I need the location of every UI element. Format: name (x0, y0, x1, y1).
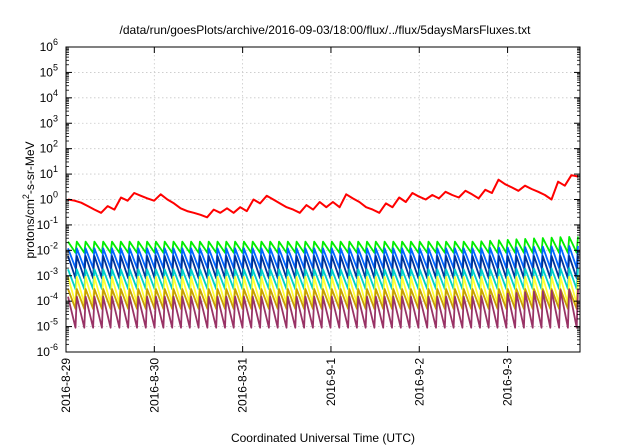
y-tick-label-base: 10 (37, 269, 51, 283)
x-tick-label: 2016-8-30 (147, 358, 161, 413)
x-tick-label: 2016-8-31 (236, 358, 250, 413)
y-tick-label-exp: -2 (50, 240, 58, 250)
y-axis-label-sup: 2 (21, 194, 31, 199)
y-tick-label: 10-5 (37, 317, 58, 334)
series-group (67, 174, 579, 329)
y-tick-label: 10-1 (37, 215, 58, 232)
x-axis-label: Coordinated Universal Time (UTC) (231, 431, 415, 445)
series-line-8 (67, 288, 579, 329)
y-tick-label-exp: 4 (53, 88, 58, 98)
y-tick-label-base: 10 (37, 294, 51, 308)
y-tick-label-base: 10 (40, 91, 54, 105)
chart-title: /data/run/goesPlots/archive/2016-09-03/1… (120, 23, 532, 37)
y-tick-label-base: 10 (40, 167, 54, 181)
y-tick-label-base: 10 (40, 65, 54, 79)
y-tick-label-exp: 3 (53, 113, 58, 123)
y-tick-label: 100 (40, 190, 58, 207)
y-tick-label: 10-6 (37, 342, 58, 359)
x-tick-label: 2016-9-3 (501, 358, 515, 406)
x-tick-labels: 2016-8-29 2016-8-30 2016-8-31 2016-9-1 2016-… (59, 358, 515, 413)
y-tick-label: 105 (40, 62, 58, 79)
y-tick-label-base: 10 (40, 116, 54, 130)
y-tick-label-exp: -3 (50, 266, 58, 276)
y-tick-label: 10-4 (37, 291, 58, 308)
y-axis-label-rest: -s-sr-MeV (23, 141, 37, 194)
y-tick-label-exp: 1 (53, 164, 58, 174)
y-tick-label-exp: 5 (53, 62, 58, 72)
x-tick-label: 2016-9-1 (324, 358, 338, 406)
y-tick-label: 10-2 (37, 240, 58, 257)
y-axis-label-base: protons/cm (23, 199, 37, 258)
y-tick-label-base: 10 (37, 345, 51, 359)
y-tick-label-base: 10 (37, 243, 51, 257)
y-tick-label-base: 10 (37, 218, 51, 232)
y-tick-label: 104 (40, 88, 58, 105)
y-tick-label-base: 10 (37, 320, 51, 334)
y-tick-label-base: 10 (40, 40, 54, 54)
y-tick-label-exp: 0 (53, 190, 58, 200)
y-tick-label: 103 (40, 113, 58, 130)
y-tick-label-exp: -1 (50, 215, 58, 225)
y-tick-label: 102 (40, 139, 58, 156)
y-tick-label-exp: -5 (50, 317, 58, 327)
ticks (65, 46, 580, 353)
x-tick-label: 2016-8-29 (59, 358, 73, 413)
y-tick-label: 106 (40, 37, 58, 54)
y-tick-labels: 10-610-510-410-310-210-11001011021031041… (37, 37, 58, 359)
y-axis-label: protons/cm2-s-sr-MeV (21, 141, 37, 258)
y-tick-label-exp: 6 (53, 37, 58, 47)
y-tick-label: 10-3 (37, 266, 58, 283)
y-tick-label-base: 10 (40, 193, 54, 207)
series-line-1 (67, 174, 579, 219)
y-tick-label: 101 (40, 164, 58, 181)
y-tick-label-exp: 2 (53, 139, 58, 149)
y-tick-label-exp: -6 (50, 342, 58, 352)
x-tick-label: 2016-9-2 (412, 358, 426, 406)
y-tick-label-exp: -4 (50, 291, 58, 301)
y-tick-label-base: 10 (40, 142, 54, 156)
